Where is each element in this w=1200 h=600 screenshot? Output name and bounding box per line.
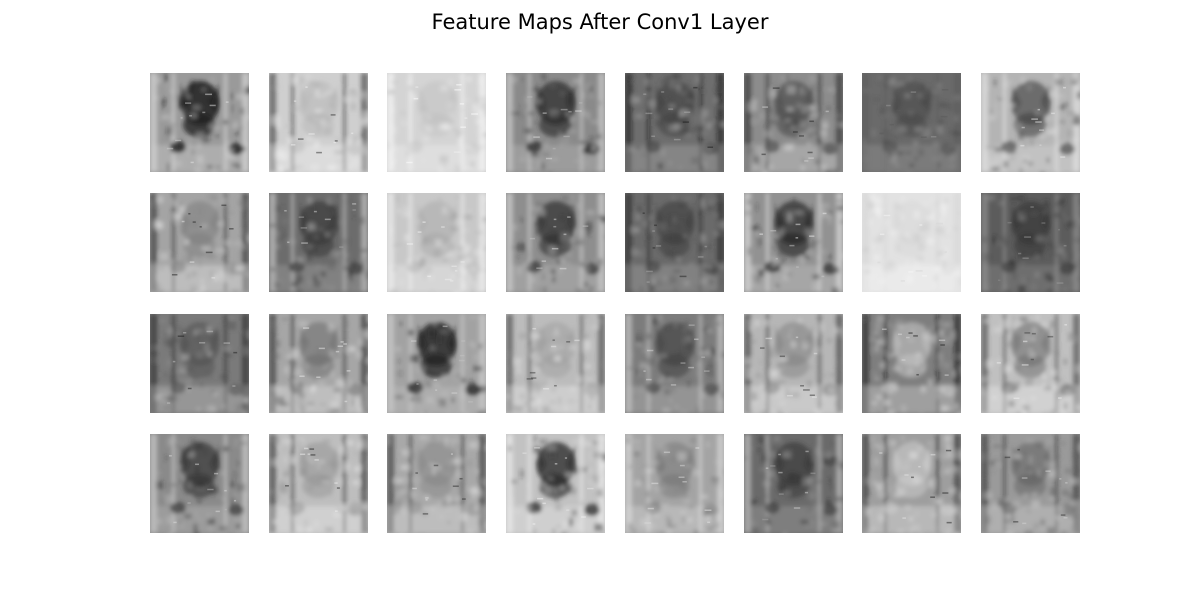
feature-map-r1-c2 bbox=[269, 73, 368, 172]
feature-map-r1-c8 bbox=[981, 73, 1080, 172]
feature-map-r3-c3 bbox=[387, 314, 486, 413]
feature-map-r2-c4 bbox=[506, 193, 605, 292]
feature-map-r4-c2 bbox=[269, 434, 368, 533]
feature-map-r3-c5 bbox=[625, 314, 724, 413]
feature-map-r3-c4 bbox=[506, 314, 605, 413]
feature-map-r4-c8 bbox=[981, 434, 1080, 533]
feature-map-r2-c7 bbox=[862, 193, 961, 292]
feature-map-r2-c3 bbox=[387, 193, 486, 292]
feature-map-r1-c4 bbox=[506, 73, 605, 172]
feature-map-r4-c4 bbox=[506, 434, 605, 533]
feature-map-r4-c5 bbox=[625, 434, 724, 533]
feature-map-r2-c2 bbox=[269, 193, 368, 292]
feature-map-r2-c6 bbox=[744, 193, 843, 292]
feature-map-r4-c6 bbox=[744, 434, 843, 533]
feature-map-r1-c7 bbox=[862, 73, 961, 172]
feature-map-r1-c1 bbox=[150, 73, 249, 172]
feature-map-r4-c7 bbox=[862, 434, 961, 533]
feature-map-r3-c1 bbox=[150, 314, 249, 413]
figure-title: Feature Maps After Conv1 Layer bbox=[431, 10, 769, 34]
feature-map-r4-c3 bbox=[387, 434, 486, 533]
feature-map-r2-c1 bbox=[150, 193, 249, 292]
feature-map-r1-c6 bbox=[744, 73, 843, 172]
feature-map-r3-c7 bbox=[862, 314, 961, 413]
feature-map-r3-c8 bbox=[981, 314, 1080, 413]
feature-map-r4-c1 bbox=[150, 434, 249, 533]
feature-map-r2-c5 bbox=[625, 193, 724, 292]
feature-map-r1-c5 bbox=[625, 73, 724, 172]
feature-map-r3-c6 bbox=[744, 314, 843, 413]
feature-map-r2-c8 bbox=[981, 193, 1080, 292]
feature-map-r3-c2 bbox=[269, 314, 368, 413]
feature-map-r1-c3 bbox=[387, 73, 486, 172]
